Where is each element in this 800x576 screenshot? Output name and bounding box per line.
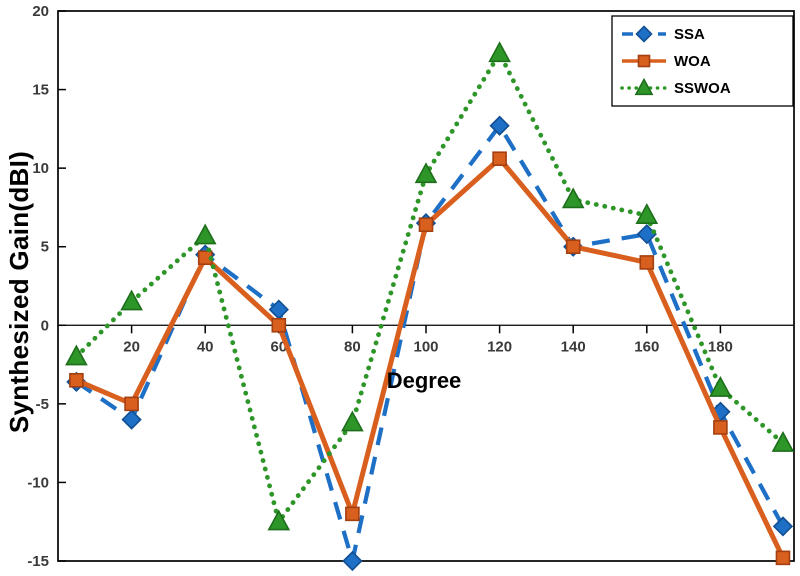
x-tick-label: 120 bbox=[487, 338, 512, 355]
series-woa bbox=[69, 151, 791, 566]
series-marker-square bbox=[345, 506, 360, 522]
x-tick-label: 100 bbox=[413, 338, 438, 355]
y-tick-label: 0 bbox=[41, 317, 49, 334]
series-marker-diamond bbox=[772, 516, 794, 537]
series-marker-square bbox=[124, 396, 139, 412]
y-tick-label: 5 bbox=[41, 239, 49, 256]
y-axis-label: Synthesized Gain(dBI) bbox=[4, 150, 34, 434]
legend-label-woa: WOA bbox=[674, 53, 711, 70]
y-tick-label: -15 bbox=[27, 553, 49, 570]
x-tick-label: 180 bbox=[708, 338, 733, 355]
series-marker-square bbox=[565, 239, 581, 255]
series-marker-square bbox=[492, 151, 507, 167]
series-marker-square bbox=[775, 550, 791, 566]
series-marker-square bbox=[639, 255, 655, 270]
series-line-sswoa bbox=[74, 51, 786, 525]
series-marker-triangle bbox=[267, 509, 291, 531]
y-tick-label: -5 bbox=[36, 396, 49, 413]
series-marker-diamond bbox=[121, 409, 142, 430]
series-marker-triangle bbox=[709, 375, 732, 397]
legend-label-ssa: SSA bbox=[674, 26, 705, 43]
series-marker-triangle bbox=[414, 162, 438, 184]
x-axis-label: Degree bbox=[386, 368, 462, 393]
plot-border bbox=[57, 10, 795, 562]
y-tick-label: 20 bbox=[32, 3, 49, 20]
series-marker-triangle bbox=[771, 430, 795, 452]
legend-label-sswoa: SSWOA bbox=[674, 80, 731, 97]
series-marker-triangle bbox=[193, 223, 217, 245]
series-marker-square bbox=[69, 372, 84, 388]
series-marker-triangle bbox=[120, 289, 143, 311]
x-tick-label: 160 bbox=[634, 338, 659, 355]
series-marker-triangle bbox=[65, 344, 88, 366]
series-marker-square bbox=[713, 420, 728, 435]
series-marker-square bbox=[271, 317, 287, 333]
x-tick-label: 20 bbox=[123, 338, 140, 355]
series-marker-triangle bbox=[341, 410, 364, 432]
y-tick-label: -10 bbox=[27, 474, 49, 491]
series-marker-square bbox=[637, 54, 651, 68]
x-tick-label: 40 bbox=[197, 338, 214, 355]
series-marker-diamond bbox=[635, 25, 653, 43]
series-marker-triangle bbox=[561, 187, 585, 209]
series-marker-square bbox=[418, 217, 434, 233]
legend: SSA WOA SSWOA bbox=[611, 15, 794, 107]
series-marker-triangle bbox=[488, 41, 511, 63]
series-marker-diamond bbox=[636, 224, 657, 245]
series-marker-triangle bbox=[635, 203, 659, 224]
series-marker-diamond bbox=[342, 550, 363, 572]
series-marker-triangle bbox=[634, 77, 654, 96]
x-tick-label: 140 bbox=[561, 338, 586, 355]
y-tick-label: 10 bbox=[32, 160, 49, 177]
series-marker-diamond bbox=[489, 115, 510, 136]
y-tick-label: 15 bbox=[32, 82, 49, 99]
x-tick-label: 80 bbox=[344, 338, 361, 355]
series-sswoa bbox=[65, 41, 795, 531]
